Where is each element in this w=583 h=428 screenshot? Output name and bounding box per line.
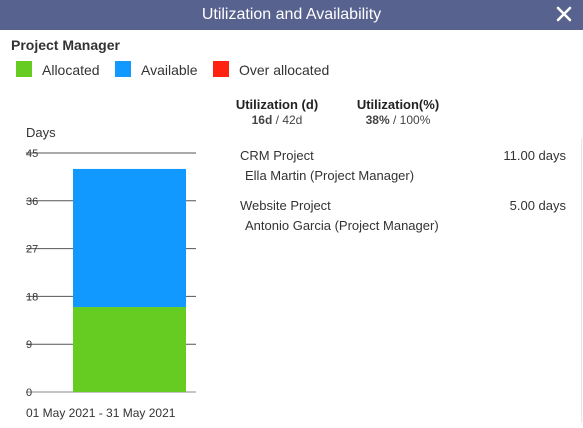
utilization-days-value: 16d / 42d xyxy=(232,113,322,127)
dialog-title: Utilization and Availability xyxy=(201,6,382,23)
utilization-pct-used: 38% xyxy=(365,113,390,127)
utilization-pct-value: 38% / 100% xyxy=(352,113,444,127)
y-tick-label: 9 xyxy=(26,339,32,351)
project-manager: Antonio Garcia (Project Manager) xyxy=(245,218,439,233)
dialog-titlebar: Utilization and Availability xyxy=(0,0,583,30)
bar-segment-available[interactable] xyxy=(73,168,186,308)
utilization-days-used: 16d xyxy=(251,113,273,127)
legend-swatch-over-allocated xyxy=(213,61,229,77)
project-manager: Ella Martin (Project Manager) xyxy=(245,168,415,183)
utilization-days-header: Utilization (d) xyxy=(235,97,319,112)
close-icon[interactable] xyxy=(552,2,576,26)
y-tick-label: 0 xyxy=(26,387,32,399)
y-tick-label: 18 xyxy=(26,291,38,303)
utilization-days-separator: / xyxy=(272,113,283,127)
y-axis-label: Days xyxy=(26,125,56,140)
legend-label: Available xyxy=(141,62,198,78)
y-tick-label: 45 xyxy=(26,148,38,160)
role-heading: Project Manager xyxy=(11,37,120,53)
utilization-pct-stat: Utilization(%) 38% / 100% xyxy=(352,97,444,127)
chart-bars xyxy=(73,168,186,392)
bar-segment-allocated[interactable] xyxy=(73,307,186,392)
y-tick-label: 27 xyxy=(26,244,38,256)
legend-label: Over allocated xyxy=(239,62,330,78)
project-days: 5.00 days xyxy=(509,198,566,213)
y-tick-label: 36 xyxy=(26,196,38,208)
legend-swatch-allocated xyxy=(16,61,32,77)
utilization-days-total: 42d xyxy=(282,113,303,127)
project-name: Website Project xyxy=(240,198,331,213)
utilization-chart: Days 0 9 18 27 36 45 01 May 2021 - 31 May 202… xyxy=(26,125,196,420)
project-name: CRM Project xyxy=(240,148,314,163)
legend-swatch-available xyxy=(115,61,131,77)
utilization-pct-header: Utilization(%) xyxy=(356,97,440,112)
y-axis-ticks: 0 9 18 27 36 45 xyxy=(26,148,38,399)
legend-label: Allocated xyxy=(42,62,100,78)
utilization-days-stat: Utilization (d) 16d / 42d xyxy=(232,97,322,127)
x-axis-category-label: 01 May 2021 - 31 May 2021 xyxy=(26,406,176,420)
utilization-pct-total: 100% xyxy=(399,113,431,127)
project-days: 11.00 days xyxy=(503,148,566,163)
project-list: CRM Project 11.00 days Ella Martin (Proj… xyxy=(228,138,582,423)
utilization-pct-separator: / xyxy=(389,113,400,127)
